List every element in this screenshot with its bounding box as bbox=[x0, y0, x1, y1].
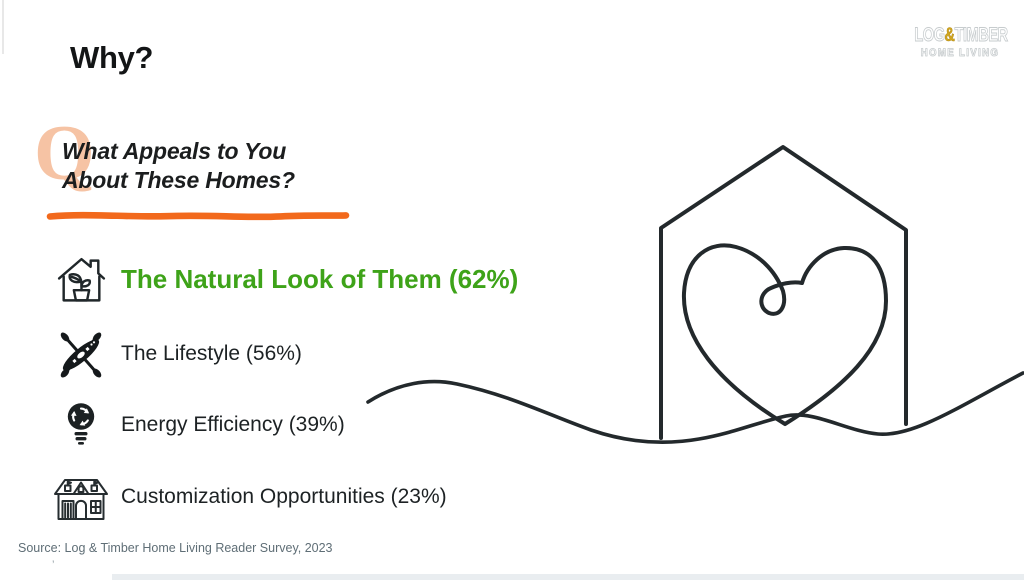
item-label: The Lifestyle (56%) bbox=[121, 342, 302, 365]
question-line-2: About These Homes? bbox=[62, 167, 295, 193]
custom-house-icon bbox=[50, 473, 112, 521]
orange-underline bbox=[46, 211, 350, 221]
list-item-customization: Customization Opportunities (23%) bbox=[50, 470, 447, 524]
house-outline bbox=[659, 145, 908, 440]
list-item-lifestyle: The Lifestyle (56%) bbox=[50, 326, 302, 382]
question-line-1: What Appeals to You bbox=[62, 138, 287, 164]
list-item-energy: Energy Efficiency (39%) bbox=[50, 398, 345, 452]
brand-logo: LOG&TIMBER HOME LIVING bbox=[900, 26, 1020, 59]
edge-artifact bbox=[2, 0, 4, 54]
house-plant-icon bbox=[50, 252, 112, 307]
logo-timber-text: TIMBER bbox=[954, 25, 1008, 46]
item-label: The Natural Look of Them (62%) bbox=[121, 263, 519, 294]
q-watermark: Q bbox=[34, 109, 95, 196]
item-label: Customization Opportunities (23%) bbox=[121, 485, 447, 508]
question-heading: What Appeals to You About These Homes? bbox=[62, 137, 295, 195]
kayak-icon bbox=[50, 328, 112, 380]
logo-log-text: LOG bbox=[914, 25, 945, 46]
item-label: Energy Efficiency (39%) bbox=[121, 413, 345, 436]
bottom-strip bbox=[112, 574, 1024, 580]
source-note: Source: Log & Timber Home Living Reader … bbox=[18, 541, 333, 555]
heart-line bbox=[681, 243, 888, 426]
logo-wordmark: LOG&TIMBER bbox=[914, 25, 1008, 46]
logo-ampersand: & bbox=[944, 25, 955, 46]
logo-subtitle: HOME LIVING bbox=[920, 47, 1000, 59]
wave-line bbox=[366, 371, 1024, 445]
list-item-natural-look: The Natural Look of Them (62%) bbox=[50, 248, 518, 310]
recycle-bulb-icon bbox=[50, 402, 112, 448]
house-heart-line-art-main bbox=[366, 145, 1024, 445]
page-title: Why? bbox=[70, 40, 154, 75]
stray-mark: ’ bbox=[52, 559, 55, 571]
